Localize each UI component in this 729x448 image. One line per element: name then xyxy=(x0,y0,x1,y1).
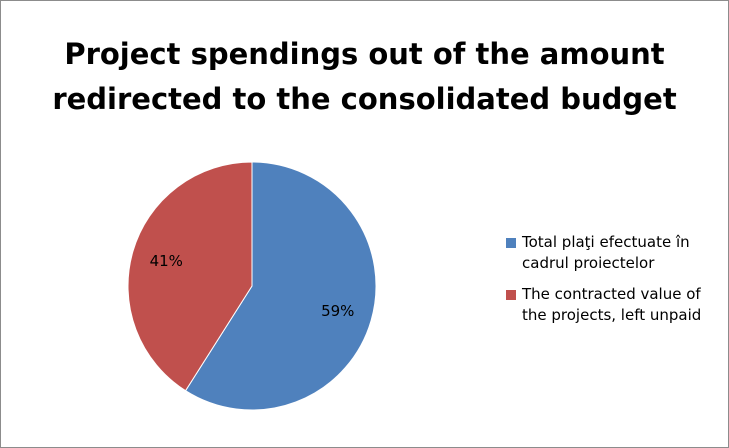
chart-title-line-2: redirected to the consolidated budget xyxy=(52,82,677,116)
legend-swatch-paid xyxy=(506,238,516,248)
legend-label-unpaid: The contracted value of the projects, le… xyxy=(522,285,702,324)
legend-label-paid: Total plaţi efectuate în cadrul proiecte… xyxy=(522,233,690,272)
legend: Total plaţi efectuate în cadrul proiecte… xyxy=(506,232,726,336)
legend-swatch-unpaid xyxy=(506,290,516,300)
legend-item-paid: Total plaţi efectuate în cadrul proiecte… xyxy=(506,232,726,274)
chart-title-line-1: Project spendings out of the amount xyxy=(64,37,665,71)
pie-data-label-paid: 59% xyxy=(321,302,354,320)
pie-data-label-unpaid: 41% xyxy=(150,252,183,270)
pie-slice-paid xyxy=(184,161,377,411)
chart-title: Project spendings out of the amount redi… xyxy=(0,32,729,122)
pie-slice-unpaid xyxy=(127,161,253,392)
legend-item-unpaid: The contracted value of the projects, le… xyxy=(506,284,726,326)
